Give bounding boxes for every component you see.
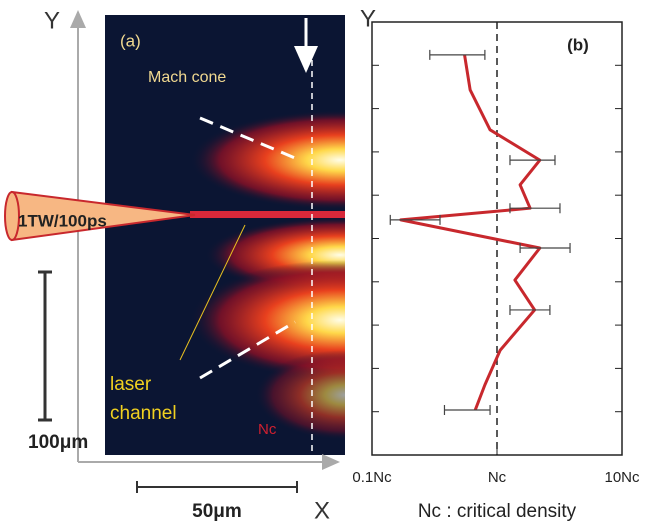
mach-cone-label: Mach cone [148,69,226,86]
data-line [401,55,540,410]
scale-bar-x [137,481,297,493]
scale-y-label: 100μm [28,432,88,453]
nc-label: Nc [258,421,277,438]
y-axis-label: Y [44,7,60,34]
laser-label: 1TW/100ps [18,211,107,230]
y-axis-label: Y [360,5,376,32]
x-tick-label: 10Nc [604,469,640,486]
scale-x-label: 50μm [192,501,242,522]
panel-label: (a) [120,31,141,50]
panel-label: (b) [567,35,589,54]
x-tick-label: 0.1Nc [352,469,392,486]
error-bar [510,203,560,213]
x-axis-label: X [314,497,330,524]
x-tick-label: Nc [488,469,507,486]
scale-bar-y [38,272,52,420]
error-bar [444,405,490,415]
laser-channel-label: channel [110,403,177,424]
figure: Y X (a) Mach cone 1TW/100ps laser channe… [0,0,646,527]
laser-cone-end [5,192,19,240]
error-bar [430,50,485,60]
laser-channel-label: laser [110,374,152,395]
caption: Nc : critical density [418,501,577,522]
